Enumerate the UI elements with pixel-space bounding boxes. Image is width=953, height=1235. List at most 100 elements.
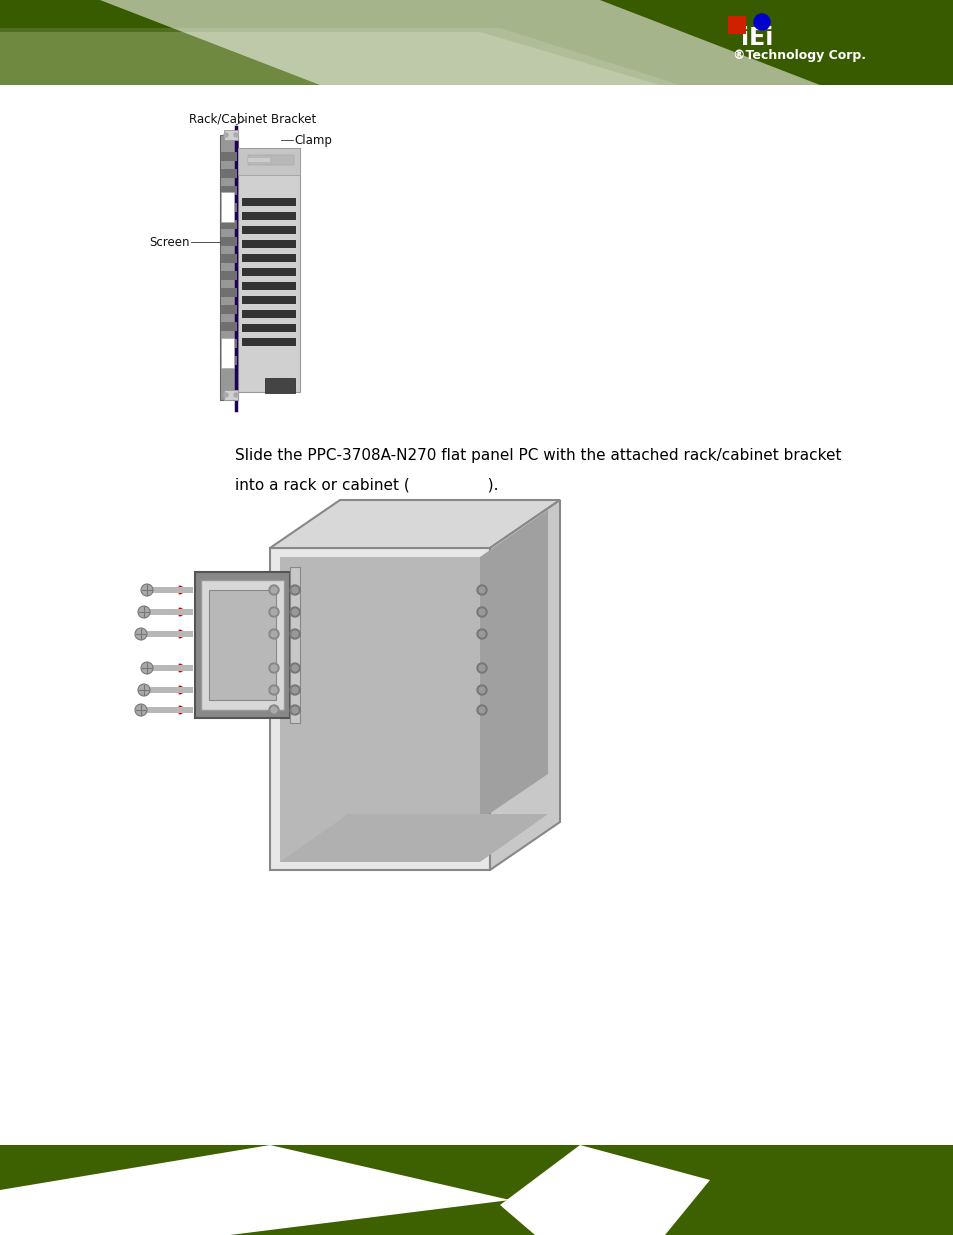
Polygon shape [221,322,236,331]
Circle shape [476,685,486,695]
Text: Rack/Cabinet Bracket: Rack/Cabinet Bracket [190,112,316,125]
Polygon shape [265,378,294,393]
Circle shape [476,705,486,715]
Polygon shape [100,0,820,85]
Circle shape [271,664,276,671]
Circle shape [292,587,297,593]
Polygon shape [221,270,236,280]
Polygon shape [479,510,547,820]
Polygon shape [0,0,953,85]
Polygon shape [0,32,659,85]
Text: Clamp: Clamp [294,133,332,147]
Circle shape [233,393,237,396]
Polygon shape [242,226,295,233]
Circle shape [224,393,228,396]
Circle shape [233,133,237,137]
Circle shape [138,606,150,618]
Circle shape [292,687,297,693]
Polygon shape [0,0,953,85]
Circle shape [290,585,299,595]
Polygon shape [221,203,236,212]
Circle shape [135,629,147,640]
Polygon shape [280,558,479,720]
Polygon shape [280,814,547,862]
Circle shape [753,14,769,30]
Circle shape [269,663,278,673]
Circle shape [141,662,152,674]
Circle shape [478,706,484,713]
Circle shape [290,606,299,618]
Polygon shape [242,198,295,206]
Polygon shape [141,631,193,637]
Circle shape [269,585,278,595]
Polygon shape [0,28,679,85]
Polygon shape [221,338,236,348]
Polygon shape [0,1145,953,1235]
Circle shape [292,609,297,615]
Text: into a rack or cabinet (                ).: into a rack or cabinet ( ). [234,478,498,493]
Polygon shape [290,567,299,722]
Circle shape [269,606,278,618]
Circle shape [269,685,278,695]
Circle shape [478,609,484,615]
Circle shape [476,606,486,618]
Circle shape [290,685,299,695]
Polygon shape [141,706,193,713]
Polygon shape [201,580,284,710]
Circle shape [271,587,276,593]
Circle shape [271,706,276,713]
Polygon shape [221,254,236,263]
Circle shape [269,705,278,715]
Circle shape [292,631,297,637]
Polygon shape [209,590,275,700]
Polygon shape [237,148,299,175]
Polygon shape [221,186,236,195]
Polygon shape [242,338,295,346]
Circle shape [269,629,278,638]
Polygon shape [220,135,237,400]
Polygon shape [270,548,490,869]
Circle shape [271,631,276,637]
Polygon shape [242,282,295,290]
Polygon shape [221,305,236,314]
Polygon shape [194,572,290,718]
Polygon shape [242,212,295,220]
Circle shape [478,587,484,593]
Circle shape [135,704,147,716]
Polygon shape [242,240,295,248]
Circle shape [271,609,276,615]
Polygon shape [221,288,236,296]
Polygon shape [144,687,193,693]
Polygon shape [242,254,295,262]
Circle shape [290,705,299,715]
Polygon shape [221,169,236,178]
Text: ®Technology Corp.: ®Technology Corp. [733,48,865,62]
Text: Screen: Screen [150,236,190,248]
Polygon shape [499,1145,709,1235]
Polygon shape [242,310,295,317]
Polygon shape [221,220,236,228]
Circle shape [478,664,484,671]
Polygon shape [221,338,233,368]
Circle shape [476,585,486,595]
Polygon shape [144,609,193,615]
Polygon shape [270,500,559,548]
Circle shape [138,684,150,697]
Polygon shape [0,1145,510,1235]
Polygon shape [224,130,237,140]
Circle shape [292,664,297,671]
Circle shape [476,663,486,673]
Polygon shape [280,557,479,862]
Polygon shape [221,237,236,246]
Polygon shape [242,268,295,275]
Circle shape [271,687,276,693]
Polygon shape [237,148,299,391]
Polygon shape [147,664,193,671]
Text: iEi: iEi [740,26,772,49]
Circle shape [224,133,228,137]
Polygon shape [242,296,295,304]
Polygon shape [221,191,233,222]
Polygon shape [147,587,193,593]
Circle shape [290,663,299,673]
Circle shape [292,706,297,713]
